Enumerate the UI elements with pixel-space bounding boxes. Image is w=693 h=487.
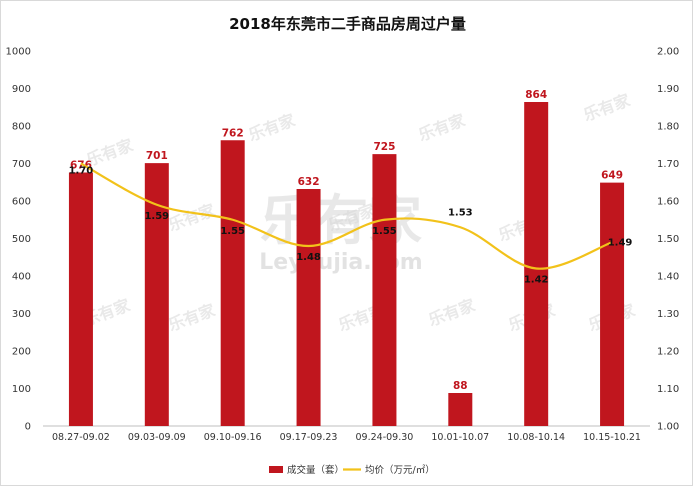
y-left-tick-label: 300 xyxy=(12,309,31,320)
y-right-tick-label: 1.80 xyxy=(657,122,679,133)
watermark-small: 乐有家 xyxy=(246,110,299,145)
y-right-tick-label: 1.50 xyxy=(657,234,679,245)
y-right-tick-label: 1.70 xyxy=(657,159,679,170)
bar xyxy=(600,182,625,426)
y-left-tick-label: 0 xyxy=(25,422,31,433)
y-right-tick-label: 1.20 xyxy=(657,347,679,358)
bar xyxy=(296,189,321,426)
chart-title: 2018年东莞市二手商品房周过户量 xyxy=(229,15,466,33)
bar xyxy=(144,163,169,426)
y-left-tick-label: 200 xyxy=(12,347,31,358)
watermark-main: 乐有家 xyxy=(260,189,422,252)
bar-value-label: 701 xyxy=(146,150,168,162)
line-value-label: 1.55 xyxy=(372,226,397,237)
x-tick-label: 10.15-10.21 xyxy=(583,432,641,443)
line-value-label: 1.53 xyxy=(448,207,473,218)
bar-value-label: 725 xyxy=(373,141,395,153)
bar-value-label: 676 xyxy=(70,160,92,172)
watermark-small: 乐有家 xyxy=(416,110,469,145)
y-right-tick-label: 1.00 xyxy=(657,422,679,433)
x-tick-label: 09.17-09.23 xyxy=(280,432,338,443)
line-value-label: 1.49 xyxy=(608,237,633,248)
watermark-small: 乐有家 xyxy=(166,200,219,235)
watermark-small: 乐有家 xyxy=(581,90,634,125)
y-right-tick-label: 1.40 xyxy=(657,272,679,283)
y-left-tick-label: 1000 xyxy=(6,47,31,58)
bar xyxy=(524,102,549,426)
bar-value-label: 649 xyxy=(601,170,623,182)
price-line xyxy=(80,162,613,270)
y-right-tick-label: 1.10 xyxy=(657,384,679,395)
line-value-label: 1.59 xyxy=(144,211,169,222)
bar xyxy=(448,393,473,426)
y-left-tick-label: 900 xyxy=(12,84,31,95)
x-tick-label: 08.27-09.02 xyxy=(52,432,110,443)
line-value-label: 1.70 xyxy=(69,166,94,177)
x-tick-label: 10.08-10.14 xyxy=(507,432,565,443)
y-right-tick-label: 1.30 xyxy=(657,309,679,320)
y-left-tick-label: 400 xyxy=(12,272,31,283)
watermark-small: 乐有家 xyxy=(426,295,479,330)
watermark-small: 乐有家 xyxy=(166,300,219,335)
bar-value-label: 762 xyxy=(222,127,244,139)
bar-value-label: 88 xyxy=(453,380,468,392)
x-tick-label: 09.03-09.09 xyxy=(128,432,186,443)
line-value-label: 1.42 xyxy=(524,275,549,286)
y-right-tick-label: 2.00 xyxy=(657,47,679,58)
line-value-label: 1.48 xyxy=(296,252,321,263)
x-tick-label: 10.01-10.07 xyxy=(431,432,489,443)
y-left-tick-label: 600 xyxy=(12,197,31,208)
x-tick-label: 09.24-09.30 xyxy=(356,432,414,443)
watermark-sub: Leyoujia.com xyxy=(259,250,422,275)
bar-value-label: 864 xyxy=(525,89,547,101)
y-left-tick-label: 500 xyxy=(12,234,31,245)
line-value-label: 1.55 xyxy=(220,226,245,237)
bar xyxy=(372,154,397,426)
legend-label-volume: 成交量（套） xyxy=(287,464,344,476)
bar-value-label: 632 xyxy=(298,176,320,188)
x-tick-label: 09.10-09.16 xyxy=(204,432,262,443)
y-right-tick-label: 1.60 xyxy=(657,197,679,208)
y-left-tick-label: 700 xyxy=(12,159,31,170)
legend-swatch-volume xyxy=(269,466,283,473)
y-right-tick-label: 1.90 xyxy=(657,84,679,95)
bar xyxy=(68,172,93,426)
bar xyxy=(220,140,245,426)
legend-label-price: 均价（万元/㎡） xyxy=(365,464,435,476)
y-left-tick-label: 800 xyxy=(12,122,31,133)
y-left-tick-label: 100 xyxy=(12,384,31,395)
